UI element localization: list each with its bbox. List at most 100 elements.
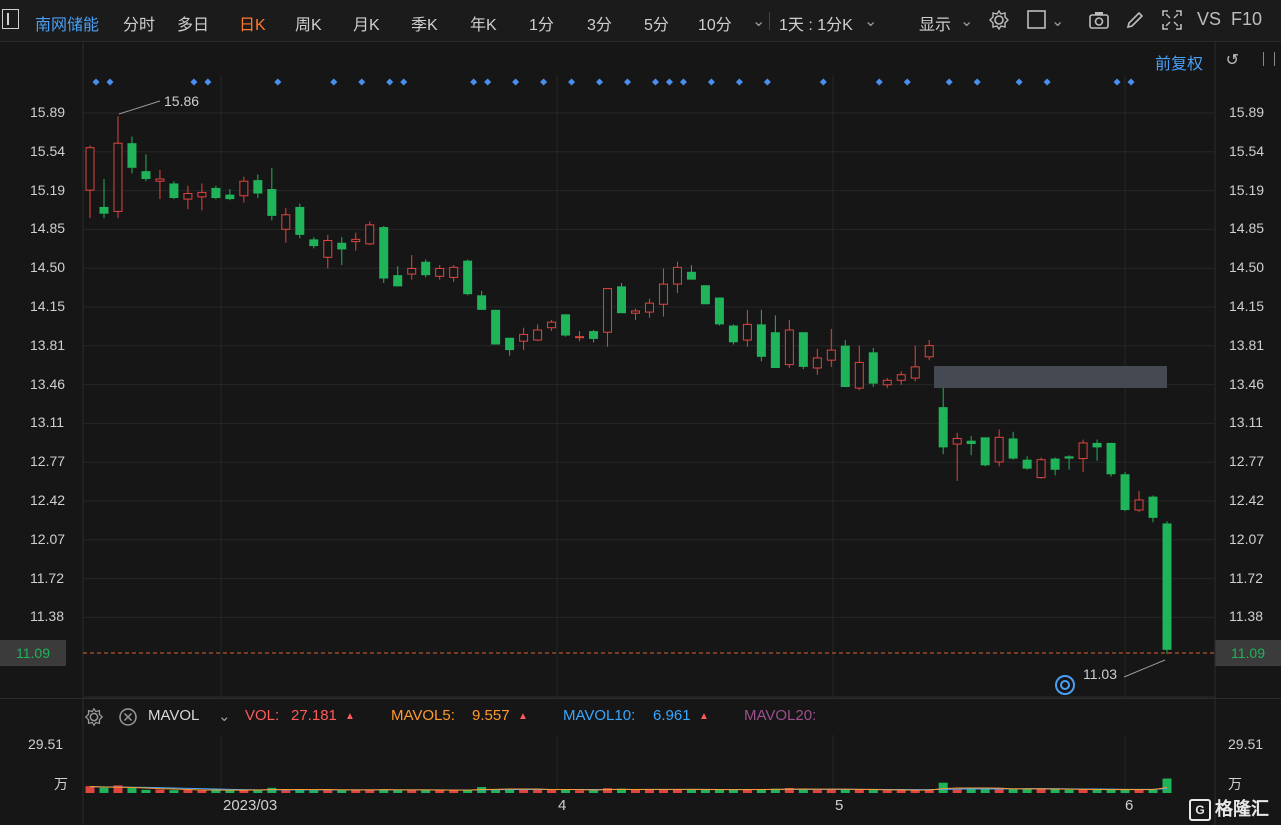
undo-icon[interactable]: ↺ bbox=[1225, 52, 1239, 69]
candle-body-up bbox=[882, 379, 892, 386]
volume-bar bbox=[211, 790, 221, 793]
volume-settings-gear-icon[interactable] bbox=[84, 707, 104, 727]
price-tick-label: 12.77 bbox=[1229, 453, 1265, 470]
volume-panel-header: MAVOL ⌄ VOL: 27.181 ▲ MAVOL5: 9.557 ▲ MA… bbox=[0, 698, 1281, 735]
indicator-chevron-icon[interactable]: ⌄ bbox=[218, 708, 231, 725]
volume-bar bbox=[295, 789, 305, 793]
tab-weekly-k[interactable]: 周K bbox=[295, 17, 322, 34]
checkbox-chevron-icon[interactable]: ⌄ bbox=[1051, 13, 1065, 30]
locate-icon[interactable] bbox=[1055, 675, 1075, 695]
low-annotation-line bbox=[1123, 659, 1166, 678]
candle-body-down bbox=[1008, 438, 1018, 459]
tab-1min[interactable]: 1分 bbox=[529, 17, 554, 34]
price-tick-label: 12.77 bbox=[30, 453, 66, 470]
candle-body-up bbox=[575, 336, 585, 339]
candle-body-up bbox=[1078, 442, 1088, 460]
candle-body-down bbox=[1148, 496, 1158, 518]
candle-body-down bbox=[309, 239, 319, 247]
candle-body-up bbox=[323, 239, 333, 258]
volume-bar bbox=[477, 787, 487, 793]
volume-bar bbox=[798, 789, 808, 793]
candle-body-up bbox=[1134, 499, 1144, 511]
checkbox-icon[interactable] bbox=[1026, 9, 1048, 31]
volume-bar bbox=[1148, 789, 1158, 793]
event-marker-icon bbox=[1127, 78, 1135, 86]
volume-bar bbox=[826, 789, 836, 793]
settings-gear-icon[interactable] bbox=[988, 9, 1010, 31]
candle-body-up bbox=[672, 266, 682, 285]
volume-bar bbox=[1036, 788, 1046, 793]
candle-body-down bbox=[463, 260, 473, 295]
sidebar-toggle-icon[interactable] bbox=[2, 9, 19, 29]
tab-daily-k[interactable]: 日K bbox=[239, 17, 266, 34]
price-adjust-button[interactable]: 前复权 bbox=[1154, 56, 1203, 73]
date-label-apr: 4 bbox=[558, 797, 567, 814]
candle-body-down bbox=[337, 242, 347, 250]
fullscreen-icon[interactable] bbox=[1161, 9, 1183, 31]
candle-body-down bbox=[714, 297, 724, 325]
event-marker-icon bbox=[945, 78, 953, 86]
event-marker-icon bbox=[875, 78, 883, 86]
interval-select[interactable]: 1天 : 1分K bbox=[779, 17, 853, 34]
event-marker-icon bbox=[484, 78, 492, 86]
f10-button[interactable]: F10 bbox=[1231, 9, 1263, 29]
pencil-icon[interactable] bbox=[1124, 9, 1146, 31]
tab-yearly-k[interactable]: 年K bbox=[470, 17, 497, 34]
scroll-handle[interactable] bbox=[1263, 52, 1275, 66]
event-marker-icon bbox=[623, 78, 632, 86]
current-price-tag-left: 11.09 bbox=[0, 640, 66, 666]
candle-body-down bbox=[421, 261, 431, 276]
camera-icon[interactable] bbox=[1088, 9, 1110, 31]
indicator-name[interactable]: MAVOL bbox=[148, 707, 200, 724]
volume-bar bbox=[630, 789, 640, 793]
candle-body-down bbox=[99, 206, 109, 214]
volume-bar bbox=[463, 789, 473, 793]
candle-body-up bbox=[435, 267, 445, 277]
volume-bar bbox=[868, 790, 878, 793]
close-indicator-icon[interactable] bbox=[118, 707, 138, 727]
candle-body-down bbox=[1050, 458, 1060, 470]
mavol5-line bbox=[89, 786, 1168, 791]
price-tick-label: 14.15 bbox=[1229, 298, 1265, 314]
candle-body-up bbox=[547, 321, 557, 329]
candle-body-up bbox=[519, 333, 529, 342]
compare-vs-button[interactable]: VS bbox=[1197, 9, 1222, 29]
interval-chevron-icon[interactable]: ⌄ bbox=[864, 13, 878, 30]
candle-body-up bbox=[742, 323, 752, 341]
volume-bar bbox=[784, 788, 794, 793]
candle-body-down bbox=[840, 345, 850, 388]
tab-monthly-k[interactable]: 月K bbox=[353, 17, 380, 34]
display-menu[interactable]: 显示 bbox=[919, 17, 952, 34]
tab-10min[interactable]: 10分 bbox=[698, 17, 732, 34]
date-label-may: 5 bbox=[835, 797, 844, 814]
volume-bar bbox=[547, 789, 557, 793]
candle-body-down bbox=[267, 189, 277, 216]
tab-3min[interactable]: 3分 bbox=[587, 17, 612, 34]
volume-bar bbox=[155, 789, 165, 793]
tab-quarterly-k[interactable]: 季K bbox=[411, 17, 438, 34]
high-annotation-line bbox=[118, 100, 161, 115]
volume-bar bbox=[169, 790, 179, 793]
candle-body-up bbox=[407, 267, 417, 275]
event-marker-icon bbox=[568, 78, 576, 86]
candle-body-down bbox=[127, 143, 137, 168]
volume-bar bbox=[966, 789, 976, 793]
tab-multi-day[interactable]: 多日 bbox=[177, 17, 210, 34]
candle-body-down bbox=[980, 437, 990, 466]
more-periods-chevron-icon[interactable]: ⌄ bbox=[752, 13, 766, 30]
volume-bar bbox=[197, 790, 207, 793]
display-chevron-icon[interactable]: ⌄ bbox=[960, 13, 974, 30]
stock-name[interactable]: 南网储能 bbox=[35, 17, 100, 34]
price-tick-label: 15.54 bbox=[30, 142, 66, 159]
volume-bar bbox=[994, 788, 1004, 793]
candle-body-down bbox=[211, 187, 221, 198]
price-tick-label: 14.50 bbox=[1229, 259, 1265, 276]
current-price-tag-right: 11.09 bbox=[1215, 640, 1281, 666]
candle-body-down bbox=[141, 171, 151, 179]
event-marker-icon bbox=[903, 78, 911, 86]
volume-bar bbox=[980, 788, 990, 793]
volume-bar bbox=[1008, 789, 1018, 793]
tab-intraday[interactable]: 分时 bbox=[123, 17, 156, 34]
tab-5min[interactable]: 5分 bbox=[644, 17, 669, 34]
event-marker-icon bbox=[1015, 78, 1023, 86]
